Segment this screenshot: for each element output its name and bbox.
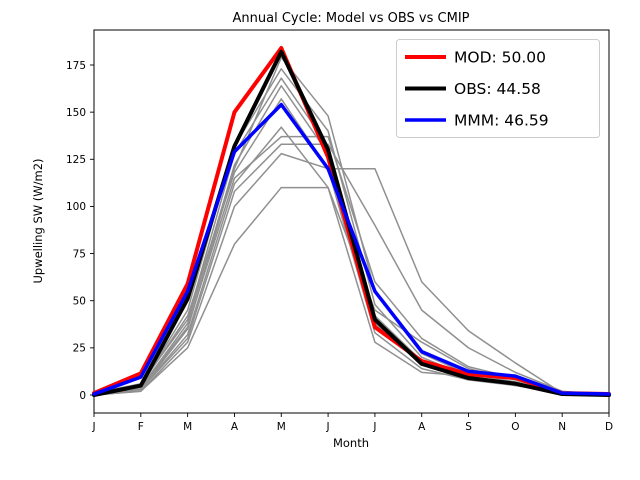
x-tick-label: M xyxy=(277,421,286,433)
y-axis-label: Upwelling SW (W/m2) xyxy=(31,158,45,283)
x-tick-label: J xyxy=(372,421,376,433)
legend-label-mod: MOD: 50.00 xyxy=(454,49,546,67)
y-tick-label: 150 xyxy=(66,107,86,119)
x-tick-label: S xyxy=(465,421,472,433)
x-tick-label: F xyxy=(138,421,144,433)
y-axis-ticks: 0 25 50 75 100 125 150 175 xyxy=(66,60,94,402)
y-tick-label: 50 xyxy=(73,296,86,308)
y-tick-label: 125 xyxy=(66,154,86,166)
x-tick-label: M xyxy=(183,421,192,433)
x-tick-label: A xyxy=(231,421,239,433)
series-line-cmip-07 xyxy=(93,126,610,396)
legend-label-mmm: MMM: 46.59 xyxy=(454,112,549,130)
x-axis-label: Month xyxy=(333,436,369,450)
y-tick-label: 25 xyxy=(73,343,86,355)
series-line-cmip-10 xyxy=(93,152,610,396)
x-tick-label: A xyxy=(418,421,426,433)
chart-title: Annual Cycle: Model vs OBS vs CMIP xyxy=(233,11,470,26)
x-tick-label: O xyxy=(511,421,519,433)
y-tick-label: 175 xyxy=(66,60,86,72)
y-tick-label: 75 xyxy=(73,248,86,260)
legend-frame xyxy=(396,39,600,138)
legend: MOD: 50.00 OBS: 44.58 MMM: 46.59 xyxy=(396,39,600,138)
x-tick-label: N xyxy=(558,421,566,433)
x-tick-label: J xyxy=(91,421,95,433)
y-tick-label: 100 xyxy=(66,201,86,213)
series-line-cmip-09 xyxy=(93,143,610,396)
x-tick-label: J xyxy=(326,421,330,433)
y-tick-label: 0 xyxy=(79,390,86,402)
legend-label-obs: OBS: 44.58 xyxy=(454,80,541,98)
plot-frame xyxy=(93,29,610,414)
x-tick-label: D xyxy=(605,421,613,433)
series-line-mmm xyxy=(92,102,611,396)
plot-lines xyxy=(92,46,611,397)
